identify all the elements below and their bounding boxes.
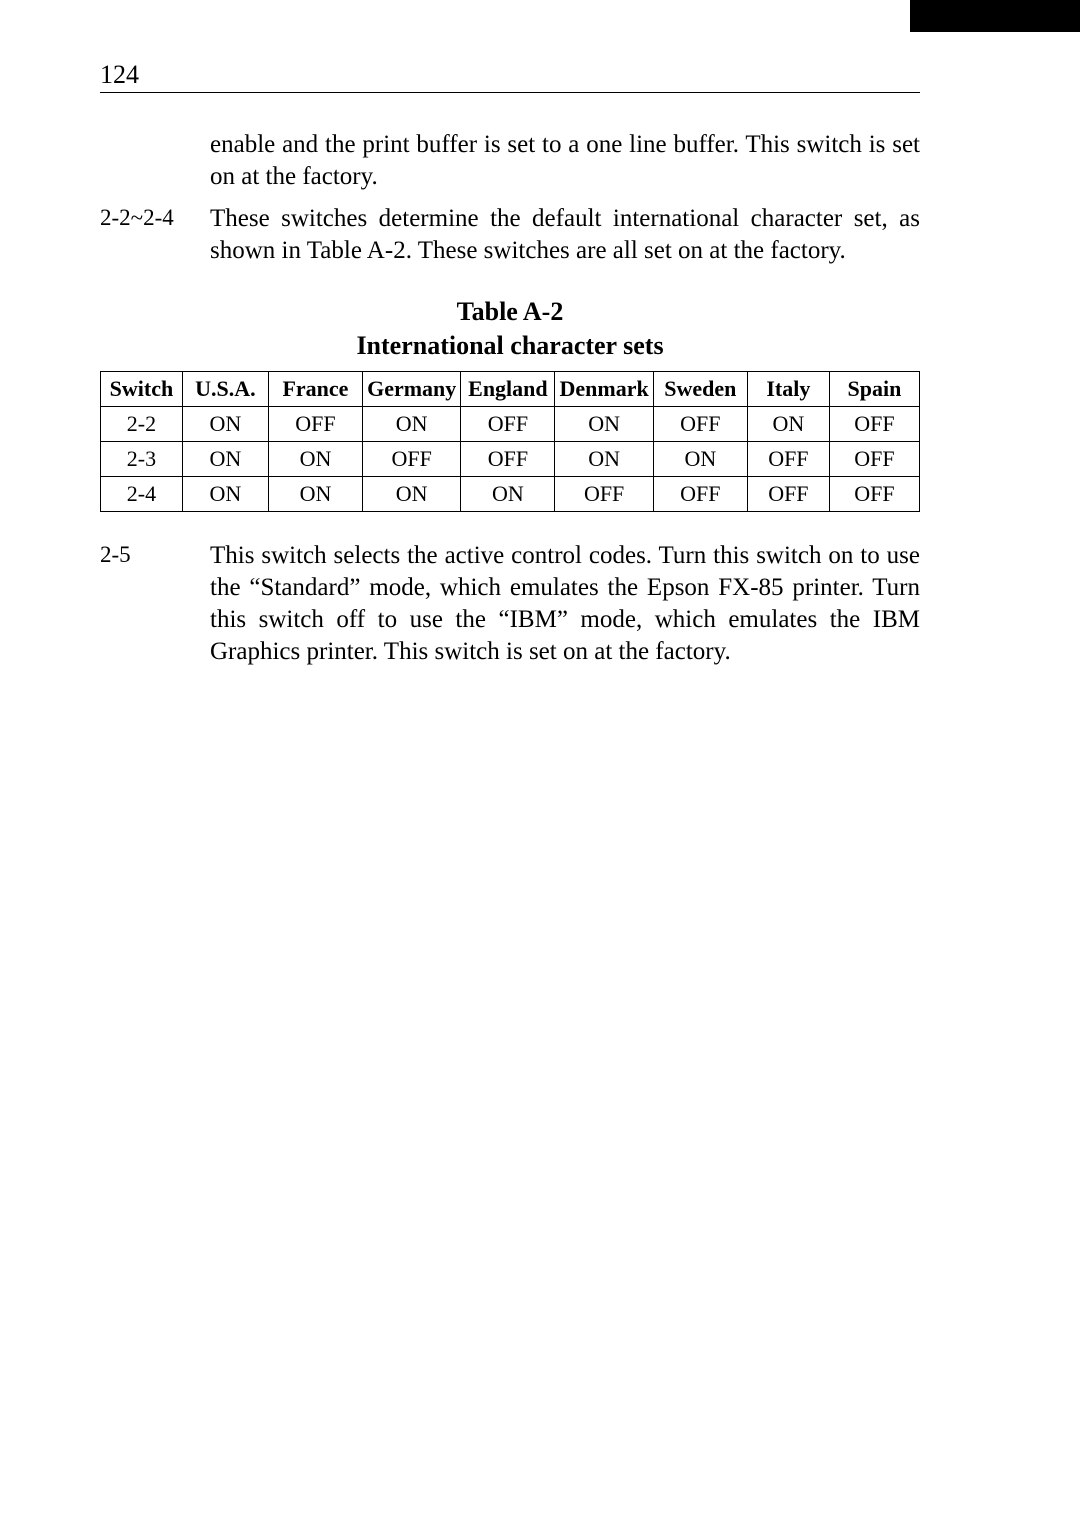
table-cell: OFF bbox=[747, 477, 829, 512]
table-cell: OFF bbox=[555, 477, 653, 512]
table-cell: ON bbox=[363, 477, 461, 512]
table-cell: ON bbox=[653, 441, 747, 476]
paragraph-2-5: 2-5 This switch selects the active contr… bbox=[100, 540, 920, 668]
table-cell: OFF bbox=[363, 441, 461, 476]
table-cell: OFF bbox=[829, 441, 919, 476]
body-text: enable and the print buffer is set to a … bbox=[100, 129, 920, 668]
table-header-cell: Italy bbox=[747, 371, 829, 406]
table-cell: ON bbox=[461, 477, 555, 512]
page-number-block: 124 bbox=[100, 60, 920, 93]
table-cell: ON bbox=[268, 441, 362, 476]
table-row: 2-3ONONOFFOFFONONOFFOFF bbox=[101, 441, 920, 476]
para-text-intro: enable and the print buffer is set to a … bbox=[210, 129, 920, 193]
table-caption: Table A-2 International character sets bbox=[100, 295, 920, 363]
page-number: 124 bbox=[100, 60, 920, 92]
table-cell: 2-2 bbox=[101, 406, 183, 441]
table-cell: ON bbox=[268, 477, 362, 512]
para-label-25: 2-5 bbox=[100, 540, 210, 668]
table-row: 2-4ONONONONOFFOFFOFFOFF bbox=[101, 477, 920, 512]
paragraph-2-2-2-4: 2-2~2-4 These switches determine the def… bbox=[100, 203, 920, 267]
table-cell: 2-4 bbox=[101, 477, 183, 512]
table-cell: ON bbox=[182, 477, 268, 512]
table-header-cell: Sweden bbox=[653, 371, 747, 406]
table-cell: OFF bbox=[461, 406, 555, 441]
table-cell: OFF bbox=[653, 406, 747, 441]
character-set-table: SwitchU.S.A.FranceGermanyEnglandDenmarkS… bbox=[100, 371, 920, 513]
table-cell: OFF bbox=[268, 406, 362, 441]
table-head: SwitchU.S.A.FranceGermanyEnglandDenmarkS… bbox=[101, 371, 920, 406]
scan-artifact-bar bbox=[910, 0, 1080, 32]
para-label-empty bbox=[100, 129, 210, 193]
table-cell: ON bbox=[182, 441, 268, 476]
table-body: 2-2ONOFFONOFFONOFFONOFF2-3ONONOFFOFFONON… bbox=[101, 406, 920, 511]
table-cell: ON bbox=[182, 406, 268, 441]
table-cell: OFF bbox=[829, 406, 919, 441]
table-cell: ON bbox=[363, 406, 461, 441]
table-header-cell: Spain bbox=[829, 371, 919, 406]
table-cell: OFF bbox=[653, 477, 747, 512]
table-header-cell: Switch bbox=[101, 371, 183, 406]
table-cell: OFF bbox=[747, 441, 829, 476]
table-header-cell: France bbox=[268, 371, 362, 406]
table-cell: ON bbox=[555, 406, 653, 441]
table-caption-line1: Table A-2 bbox=[457, 297, 564, 326]
paragraph-intro-continuation: enable and the print buffer is set to a … bbox=[100, 129, 920, 193]
para-text-25: This switch selects the active control c… bbox=[210, 540, 920, 668]
table-row: 2-2ONOFFONOFFONOFFONOFF bbox=[101, 406, 920, 441]
para-text-22-24: These switches determine the default int… bbox=[210, 203, 920, 267]
table-caption-line2: International character sets bbox=[356, 331, 663, 360]
page: 124 enable and the print buffer is set t… bbox=[0, 0, 1080, 1532]
table-header-cell: England bbox=[461, 371, 555, 406]
table-cell: ON bbox=[747, 406, 829, 441]
table-header-cell: U.S.A. bbox=[182, 371, 268, 406]
table-cell: ON bbox=[555, 441, 653, 476]
para-label-22-24: 2-2~2-4 bbox=[100, 203, 210, 267]
page-number-rule bbox=[100, 92, 920, 93]
table-cell: OFF bbox=[829, 477, 919, 512]
table-header-cell: Germany bbox=[363, 371, 461, 406]
table-cell: OFF bbox=[461, 441, 555, 476]
table-header-row: SwitchU.S.A.FranceGermanyEnglandDenmarkS… bbox=[101, 371, 920, 406]
table-header-cell: Denmark bbox=[555, 371, 653, 406]
table-cell: 2-3 bbox=[101, 441, 183, 476]
